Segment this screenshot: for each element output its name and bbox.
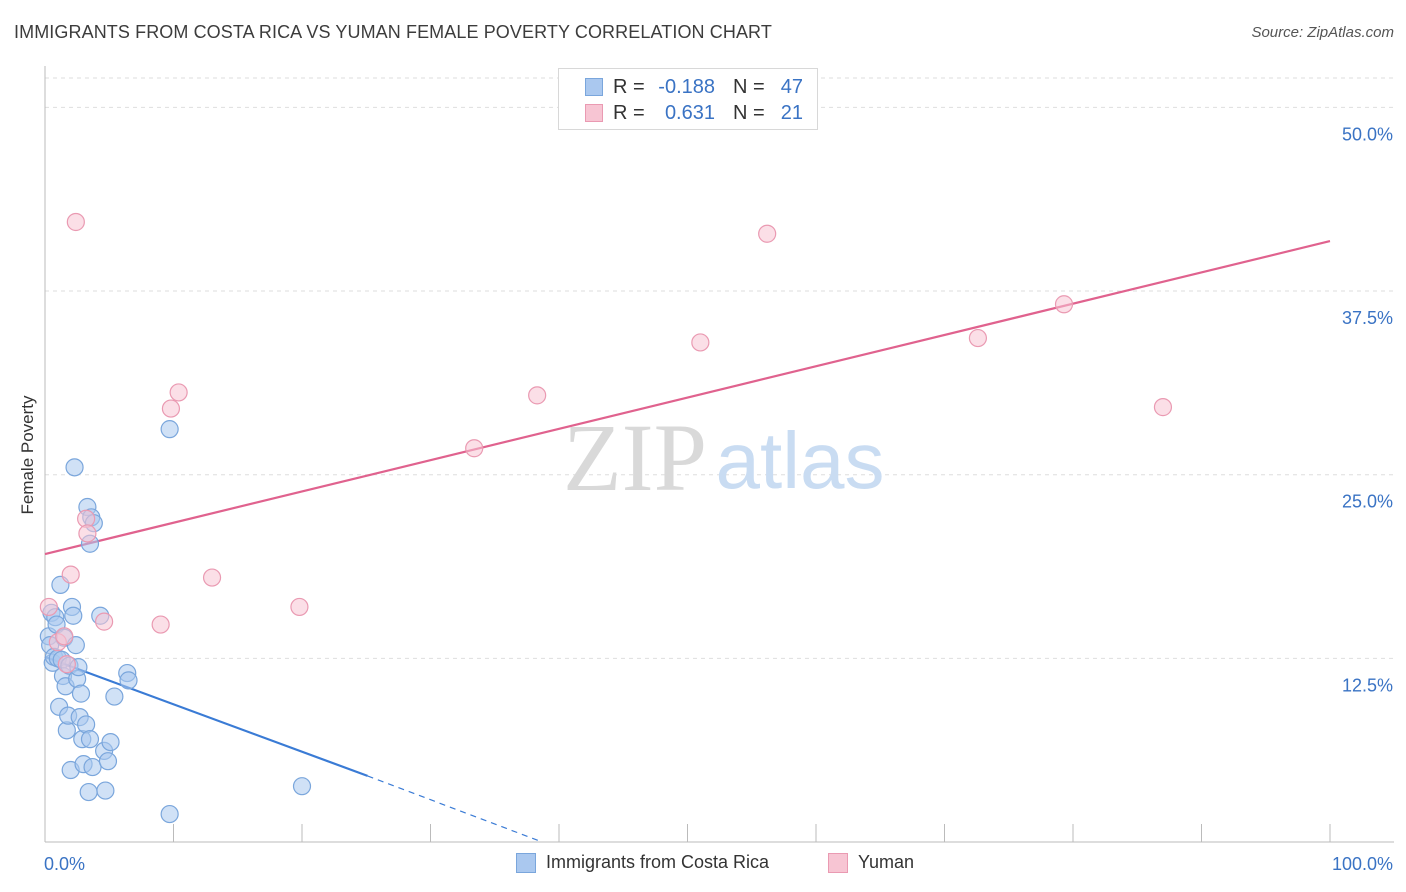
point-yuman [61, 565, 80, 584]
point-costa-rica [292, 777, 312, 796]
bottom-legend-label: Immigrants from Costa Rica [546, 852, 770, 872]
legend-row-yuman: R = 0.631 N = 21 [585, 101, 803, 125]
legend: R = -0.188 N = 47 R = 0.631 N = 21 [558, 68, 818, 130]
point-costa-rica [98, 752, 118, 771]
trendline-yuman [44, 240, 1331, 556]
axes-layer [44, 66, 1394, 843]
legend-r-label: R = [613, 75, 645, 98]
point-yuman [161, 399, 181, 418]
point-costa-rica [160, 420, 179, 439]
bottom-legend-yuman: Yuman [828, 852, 914, 873]
legend-n-value: 21 [780, 101, 803, 124]
point-costa-rica [105, 687, 124, 706]
legend-n-label: N = [733, 101, 765, 124]
trendline-costa-rica [44, 655, 368, 777]
point-costa-rica [83, 757, 102, 777]
chart-title: IMMIGRANTS FROM COSTA RICA VS YUMAN FEMA… [14, 22, 772, 42]
point-yuman [758, 224, 777, 243]
legend-r-value: 0.631 [664, 101, 715, 124]
legend-r-value: -0.188 [658, 75, 715, 98]
y-tick-label: 37.5% [1342, 308, 1393, 328]
source-credit: Source: ZipAtlas.com [1251, 24, 1394, 41]
point-yuman [290, 597, 309, 617]
legend-row-costa-rica: R = -0.188 N = 47 [585, 75, 803, 99]
y-tick-label: 50.0% [1342, 124, 1393, 144]
point-yuman [1054, 295, 1074, 314]
point-yuman [66, 212, 85, 232]
y-tick-label: 12.5% [1342, 675, 1393, 695]
point-costa-rica [96, 781, 115, 800]
bottom-legend-swatch-blue [516, 852, 536, 873]
point-yuman [95, 612, 114, 631]
legend-n-value: 47 [780, 75, 803, 98]
point-costa-rica [80, 730, 100, 749]
point-yuman [151, 615, 170, 634]
watermark-zip: ZIP [563, 404, 707, 511]
bottom-legend-label: Yuman [858, 852, 915, 872]
point-costa-rica [160, 804, 179, 824]
point-yuman [691, 333, 710, 352]
y-tick-label: 25.0% [1342, 492, 1393, 512]
legend-n-label: N = [733, 75, 765, 98]
point-yuman [57, 655, 76, 674]
point-yuman [528, 386, 547, 405]
point-yuman [169, 383, 188, 402]
legend-swatch-blue [585, 78, 603, 96]
trendlines [44, 240, 1331, 843]
bottom-legend-costa-rica: Immigrants from Costa Rica [516, 852, 769, 873]
point-yuman [1153, 398, 1173, 417]
points-layer [39, 212, 1173, 824]
point-yuman [465, 439, 484, 458]
bottom-legend-swatch-pink [828, 852, 848, 873]
point-costa-rica [101, 732, 120, 752]
point-costa-rica [64, 606, 83, 625]
trendline-costa-rica-extension [367, 775, 543, 843]
point-yuman [202, 568, 222, 587]
legend-swatch-pink [585, 104, 603, 122]
legend-r-label: R = [613, 101, 645, 124]
point-costa-rica [119, 671, 138, 690]
point-yuman [78, 524, 97, 543]
watermark-atlas: atlas [716, 416, 885, 505]
tick-labels: 12.5% 25.0% 37.5% 50.0% 0.0% 100.0% [44, 124, 1393, 874]
x-tick-label: 100.0% [1332, 854, 1393, 874]
bottom-legend: Immigrants from Costa Rica Yuman [0, 852, 1406, 876]
point-costa-rica [79, 782, 98, 802]
point-yuman [968, 328, 988, 348]
point-yuman [39, 597, 58, 617]
point-costa-rica [65, 458, 84, 477]
point-costa-rica [71, 684, 91, 703]
x-tick-label: 0.0% [44, 854, 85, 874]
point-yuman [55, 627, 74, 646]
grid-layer [45, 77, 1394, 659]
